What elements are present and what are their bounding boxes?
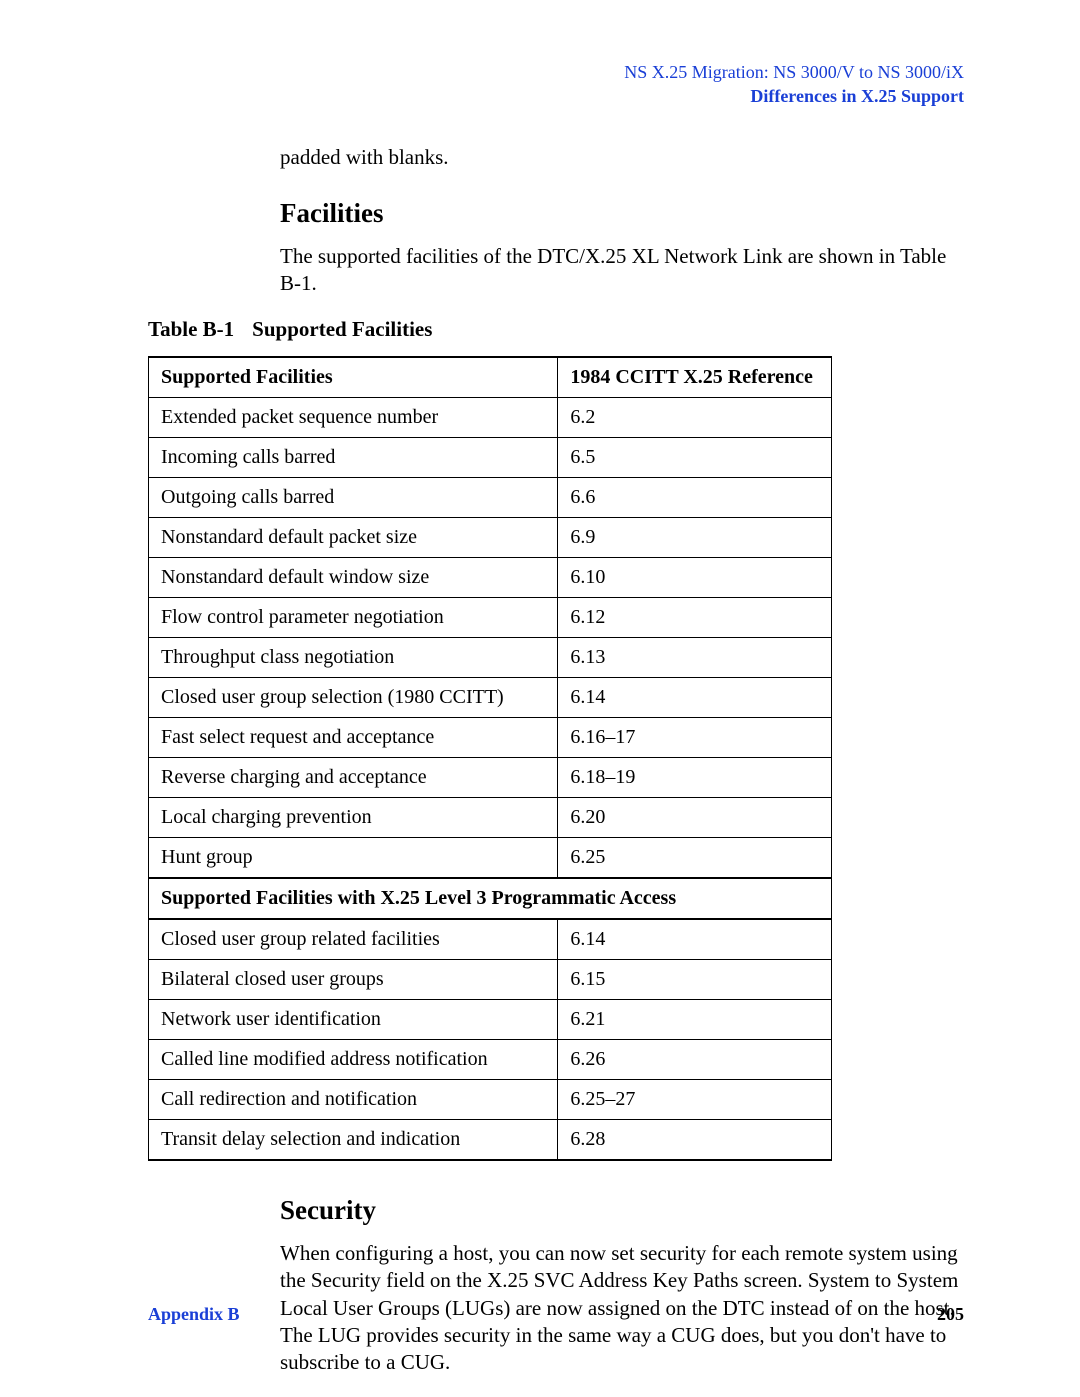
facility-cell: Closed user group selection (1980 CCITT) xyxy=(149,678,558,718)
reference-cell: 6.16–17 xyxy=(558,718,832,758)
header-section-title: Differences in X.25 Support xyxy=(148,84,964,108)
table-subheader: Supported Facilities with X.25 Level 3 P… xyxy=(149,878,832,919)
reference-cell: 6.18–19 xyxy=(558,758,832,798)
col-header-reference: 1984 CCITT X.25 Reference xyxy=(558,357,832,398)
table-row: Fast select request and acceptance6.16–1… xyxy=(149,718,832,758)
reference-cell: 6.2 xyxy=(558,398,832,438)
table-row: Called line modified address notificatio… xyxy=(149,1040,832,1080)
content-column: padded with blanks. Facilities The suppo… xyxy=(280,145,964,1377)
page-footer: Appendix B 205 xyxy=(148,1304,964,1325)
reference-cell: 6.10 xyxy=(558,558,832,598)
table-row: Extended packet sequence number6.2 xyxy=(149,398,832,438)
table-subheader-row: Supported Facilities with X.25 Level 3 P… xyxy=(149,878,832,919)
reference-cell: 6.12 xyxy=(558,598,832,638)
table-row: Call redirection and notification6.25–27 xyxy=(149,1080,832,1120)
reference-cell: 6.14 xyxy=(558,678,832,718)
facility-cell: Incoming calls barred xyxy=(149,438,558,478)
table-row: Outgoing calls barred6.6 xyxy=(149,478,832,518)
table-row: Nonstandard default window size6.10 xyxy=(149,558,832,598)
carryover-text: padded with blanks. xyxy=(280,145,964,170)
col-header-facility: Supported Facilities xyxy=(149,357,558,398)
table-caption: Table B-1 Supported Facilities xyxy=(148,317,964,342)
table-row: Closed user group related facilities6.14 xyxy=(149,919,832,960)
facility-cell: Fast select request and acceptance xyxy=(149,718,558,758)
reference-cell: 6.25 xyxy=(558,838,832,879)
table-row: Throughput class negotiation6.13 xyxy=(149,638,832,678)
facility-cell: Call redirection and notification xyxy=(149,1080,558,1120)
facility-cell: Extended packet sequence number xyxy=(149,398,558,438)
facility-cell: Reverse charging and acceptance xyxy=(149,758,558,798)
table-row: Nonstandard default packet size6.9 xyxy=(149,518,832,558)
reference-cell: 6.25–27 xyxy=(558,1080,832,1120)
header-doc-title: NS X.25 Migration: NS 3000/V to NS 3000/… xyxy=(148,60,964,84)
facilities-intro: The supported facilities of the DTC/X.25… xyxy=(280,243,964,298)
reference-cell: 6.5 xyxy=(558,438,832,478)
reference-cell: 6.20 xyxy=(558,798,832,838)
table-row: Incoming calls barred6.5 xyxy=(149,438,832,478)
facility-cell: Nonstandard default packet size xyxy=(149,518,558,558)
running-header: NS X.25 Migration: NS 3000/V to NS 3000/… xyxy=(148,60,964,109)
table-row: Flow control parameter negotiation6.12 xyxy=(149,598,832,638)
table-row: Reverse charging and acceptance6.18–19 xyxy=(149,758,832,798)
footer-appendix: Appendix B xyxy=(148,1304,240,1325)
reference-cell: 6.14 xyxy=(558,919,832,960)
facility-cell: Transit delay selection and indication xyxy=(149,1120,558,1161)
facility-cell: Network user identification xyxy=(149,1000,558,1040)
reference-cell: 6.26 xyxy=(558,1040,832,1080)
table-row: Hunt group6.25 xyxy=(149,838,832,879)
security-heading: Security xyxy=(280,1195,964,1226)
table-caption-title: Supported Facilities xyxy=(252,317,432,341)
supported-facilities-table: Supported Facilities 1984 CCITT X.25 Ref… xyxy=(148,356,832,1161)
footer-page-number: 205 xyxy=(937,1304,964,1325)
reference-cell: 6.9 xyxy=(558,518,832,558)
facilities-heading: Facilities xyxy=(280,198,964,229)
reference-cell: 6.13 xyxy=(558,638,832,678)
table-header-row: Supported Facilities 1984 CCITT X.25 Ref… xyxy=(149,357,832,398)
table-row: Closed user group selection (1980 CCITT)… xyxy=(149,678,832,718)
table-caption-number: Table B-1 xyxy=(148,317,234,341)
facility-cell: Nonstandard default window size xyxy=(149,558,558,598)
facility-cell: Called line modified address notificatio… xyxy=(149,1040,558,1080)
facility-cell: Outgoing calls barred xyxy=(149,478,558,518)
facility-cell: Closed user group related facilities xyxy=(149,919,558,960)
table-row: Transit delay selection and indication6.… xyxy=(149,1120,832,1161)
facility-cell: Hunt group xyxy=(149,838,558,879)
table-row: Local charging prevention6.20 xyxy=(149,798,832,838)
reference-cell: 6.6 xyxy=(558,478,832,518)
facility-cell: Local charging prevention xyxy=(149,798,558,838)
document-page: NS X.25 Migration: NS 3000/V to NS 3000/… xyxy=(0,0,1080,1397)
facility-cell: Bilateral closed user groups xyxy=(149,960,558,1000)
facility-cell: Flow control parameter negotiation xyxy=(149,598,558,638)
reference-cell: 6.21 xyxy=(558,1000,832,1040)
table-row: Network user identification6.21 xyxy=(149,1000,832,1040)
table-row: Bilateral closed user groups6.15 xyxy=(149,960,832,1000)
reference-cell: 6.28 xyxy=(558,1120,832,1161)
reference-cell: 6.15 xyxy=(558,960,832,1000)
facility-cell: Throughput class negotiation xyxy=(149,638,558,678)
